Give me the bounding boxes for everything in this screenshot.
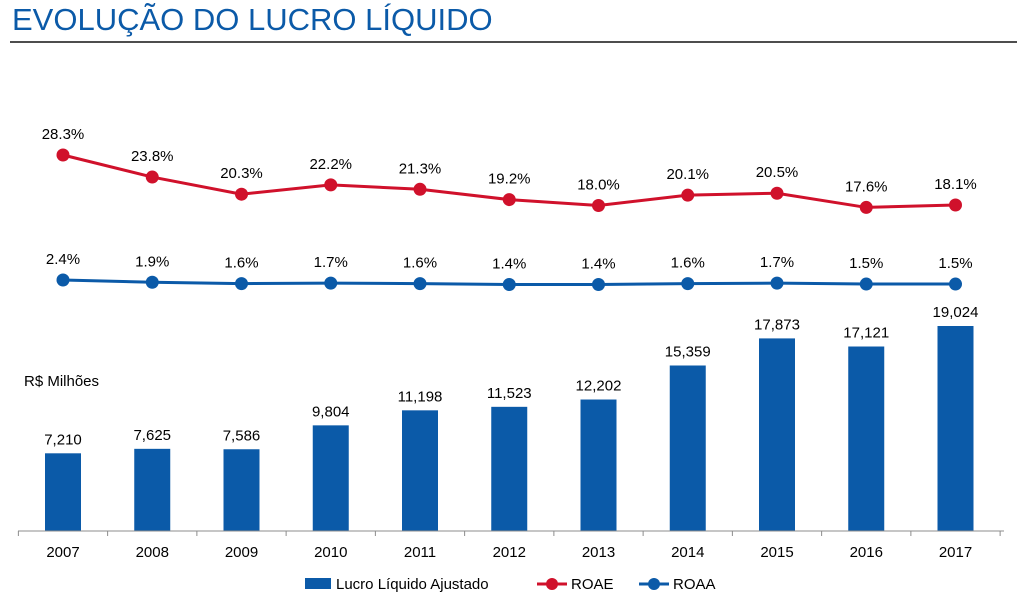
- bar-2010: [312, 425, 349, 531]
- bar-value-label-2017: 19,024: [933, 304, 979, 321]
- bar-value-label-2013: 12,202: [576, 378, 622, 395]
- roae-label-2012: 19.2%: [488, 171, 531, 188]
- x-tick-label-2017: 2017: [939, 544, 972, 561]
- roaa-point-2010: [324, 276, 338, 290]
- legend-marker-roaa: [648, 578, 660, 590]
- roaa-label-2014: 1.6%: [671, 255, 705, 272]
- bar-2009: [223, 449, 260, 531]
- roaa-label-2012: 1.4%: [492, 256, 526, 273]
- bar-2017: [937, 326, 974, 531]
- roae-label-2013: 18.0%: [577, 176, 620, 193]
- roaa-point-2008: [145, 275, 159, 289]
- roae-point-2013: [592, 198, 605, 212]
- legend: Lucro Líquido Ajustado ROAE ROAA: [305, 576, 716, 593]
- bar-value-label-2010: 9,804: [312, 403, 350, 420]
- roaa-label-2015: 1.7%: [760, 254, 794, 271]
- x-tick-label-2010: 2010: [314, 544, 347, 561]
- roae-point-2009: [235, 187, 248, 201]
- roae-label-2009: 20.3%: [220, 165, 263, 182]
- bar-2011: [402, 410, 438, 531]
- roae-point-2008: [145, 170, 159, 184]
- roaa-label-2016: 1.5%: [849, 255, 883, 272]
- bar-value-label-2009: 7,586: [223, 427, 261, 444]
- bars-group: 7,210 7,625 7,586 9,804 11,198 11,523 12,202 15…: [44, 304, 978, 531]
- bar-value-label-2011: 11,198: [398, 388, 443, 405]
- roae-label-2010: 22.2%: [309, 156, 352, 173]
- roaa-label-2008: 1.9%: [135, 253, 169, 270]
- bar-2014: [669, 365, 706, 531]
- roae-point-2010: [324, 178, 338, 192]
- bar-value-label-2012: 11,523: [487, 385, 532, 402]
- bar-value-label-2016: 17,121: [843, 325, 889, 342]
- roaa-point-2007: [56, 273, 70, 287]
- bar-value-label-2007: 7,210: [44, 431, 82, 448]
- roae-label-2008: 23.8%: [131, 148, 174, 165]
- bar-value-label-2015: 17,873: [754, 316, 800, 333]
- roaa-label-2009: 1.6%: [224, 255, 258, 272]
- bar-2008: [134, 448, 171, 531]
- roae-point-2007: [56, 148, 70, 162]
- roaa-label-2011: 1.6%: [403, 255, 437, 272]
- legend-marker-roae: [546, 578, 558, 590]
- roae-point-2014: [681, 188, 695, 202]
- legend-swatch-bars: [305, 578, 331, 589]
- roaa-point-2016: [859, 277, 873, 291]
- roae-point-2015: [770, 186, 784, 200]
- roaa-label-2013: 1.4%: [581, 256, 615, 273]
- roae-label-2016: 17.6%: [845, 178, 888, 195]
- bar-value-label-2014: 15,359: [665, 343, 711, 360]
- roaa-label-2017: 1.5%: [938, 255, 972, 272]
- x-tick-label-2016: 2016: [850, 544, 883, 561]
- bar-2013: [580, 399, 617, 531]
- legend-label-bars: Lucro Líquido Ajustado: [336, 576, 489, 593]
- x-tick-group: 2007 2008 2009 2010 2011 2012 2013 2014 2015 2016…: [17, 531, 1001, 561]
- x-tick-label-2009: 2009: [225, 544, 258, 561]
- roae-point-2012: [502, 193, 516, 207]
- roaa-point-2011: [413, 277, 427, 291]
- x-tick-label-2011: 2011: [404, 544, 436, 561]
- roae-label-2014: 20.1%: [666, 166, 709, 183]
- x-tick-label-2012: 2012: [493, 544, 526, 561]
- x-tick-label-2014: 2014: [671, 544, 704, 561]
- bar-2007: [45, 453, 81, 531]
- roaa-point-2014: [681, 277, 695, 291]
- roae-line-group: 28.3% 23.8% 20.3% 22.2% 21.3% 19.2% 18.0% 20.1%…: [42, 126, 977, 214]
- roaa-point-2009: [235, 277, 248, 291]
- roae-point-2011: [413, 182, 427, 196]
- roae-point-2016: [859, 200, 873, 214]
- roaa-label-2007: 2.4%: [46, 251, 80, 268]
- roae-label-2015: 20.5%: [756, 164, 799, 181]
- roaa-point-2013: [592, 278, 605, 291]
- page-title: EVOLUÇÃO DO LUCRO LÍQUIDO: [12, 2, 493, 37]
- legend-label-roaa: ROAA: [673, 576, 716, 593]
- x-tick-label-2007: 2007: [46, 544, 79, 561]
- roaa-line-group: 2.4% 1.9% 1.6% 1.7% 1.6% 1.4% 1.4% 1.6% 1.7% 1.5%…: [46, 251, 973, 291]
- roaa-point-2012: [502, 278, 516, 291]
- bar-value-label-2008: 7,625: [133, 427, 171, 444]
- bar-2012: [491, 406, 528, 531]
- bar-2015: [759, 338, 795, 531]
- title-divider: [10, 41, 1017, 43]
- bar-2016: [848, 346, 885, 531]
- x-tick-label-2008: 2008: [136, 544, 169, 561]
- legend-label-roae: ROAE: [571, 576, 614, 593]
- x-tick-label-2013: 2013: [582, 544, 615, 561]
- roaa-point-2017: [949, 277, 962, 291]
- roae-point-2017: [949, 198, 962, 212]
- roaa-point-2015: [770, 276, 784, 290]
- unit-label: R$ Milhões: [24, 373, 99, 390]
- roae-label-2017: 18.1%: [934, 176, 977, 193]
- x-tick-label-2015: 2015: [760, 544, 793, 561]
- roae-label-2011: 21.3%: [399, 160, 442, 177]
- roaa-label-2010: 1.7%: [314, 254, 348, 271]
- roae-label-2007: 28.3%: [42, 126, 85, 143]
